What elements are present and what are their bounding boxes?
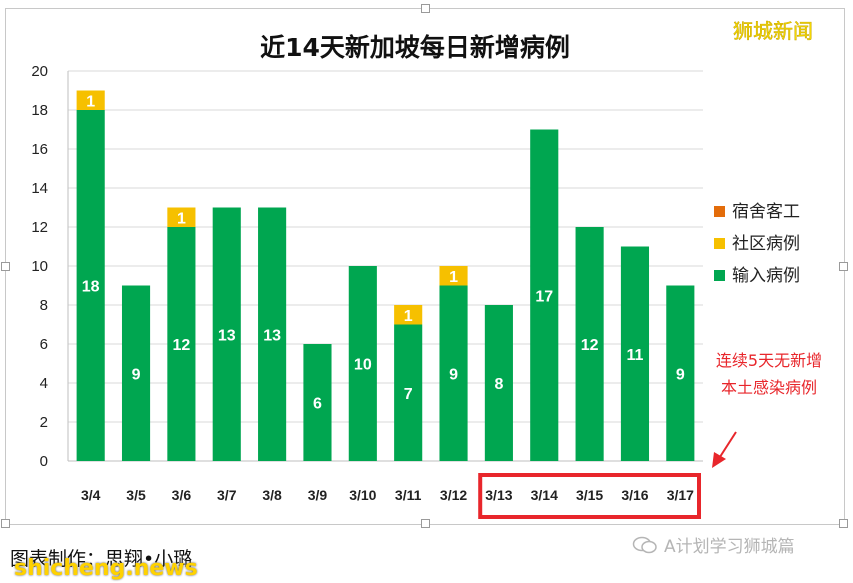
- data-label: 10: [354, 357, 372, 374]
- bar-segment: [167, 207, 196, 227]
- x-tick-label: 3/4: [81, 487, 101, 503]
- data-label: 8: [494, 376, 503, 393]
- x-tick-label: 3/14: [531, 487, 558, 503]
- y-tick-label: 10: [31, 258, 48, 275]
- resize-handle[interactable]: [839, 519, 848, 528]
- x-tick-label: 3/8: [262, 487, 282, 503]
- bar-segment: [212, 207, 241, 461]
- annotation-text: 连续5天无新增: [716, 351, 822, 370]
- highlight-box: [478, 473, 702, 519]
- wechat-account: A计划学习狮城篇: [632, 532, 795, 557]
- chart-credit: 图表制作：思翔•小璐: [10, 548, 193, 570]
- y-tick-label: 20: [31, 63, 48, 80]
- bar-segment: [394, 305, 423, 325]
- chart-title: 近14天新加坡每日新增病例: [260, 33, 570, 62]
- bar-segment: [348, 266, 377, 461]
- x-tick-label: 3/6: [172, 487, 192, 503]
- bar-segment: [121, 285, 151, 461]
- legend-swatch: [714, 270, 725, 281]
- data-label: 18: [82, 279, 100, 296]
- bar-segment: [620, 246, 650, 461]
- data-label: 1: [449, 269, 458, 286]
- x-tick-label: 3/10: [349, 487, 376, 503]
- legend-swatch: [714, 238, 725, 249]
- y-tick-label: 4: [40, 375, 48, 392]
- wechat-account-name: A计划学习狮城篇: [664, 537, 795, 557]
- bar-segment: [258, 207, 287, 461]
- legend-label: 宿舍客工: [732, 202, 800, 222]
- data-label: 13: [218, 327, 236, 344]
- y-tick-label: 8: [40, 297, 48, 314]
- data-label: 13: [263, 327, 281, 344]
- watermark-text: 狮城新闻: [733, 19, 813, 43]
- bar-segment: [439, 266, 468, 286]
- data-label: 6: [313, 396, 322, 413]
- y-tick-label: 16: [31, 141, 48, 158]
- y-tick-label: 12: [31, 219, 48, 236]
- wechat-icon: [632, 536, 657, 553]
- bar-segment: [76, 90, 105, 110]
- bar-segment: [394, 324, 423, 461]
- x-tick-label: 3/12: [440, 487, 467, 503]
- legend-label: 输入病例: [732, 266, 800, 286]
- y-tick-label: 0: [40, 453, 48, 470]
- bar-segment: [167, 227, 196, 461]
- data-label: 12: [172, 337, 190, 354]
- data-label: 17: [535, 288, 553, 305]
- arrow-head: [712, 452, 726, 468]
- bar-segment: [76, 110, 105, 461]
- x-tick-label: 3/5: [126, 487, 146, 503]
- resize-handle[interactable]: [421, 519, 430, 528]
- resize-handle[interactable]: [1, 262, 10, 271]
- x-tick-label: 3/11: [395, 487, 422, 503]
- data-label: 7: [404, 386, 413, 403]
- data-label: 1: [177, 210, 186, 227]
- bar-segment: [439, 285, 468, 461]
- resize-handle[interactable]: [421, 4, 430, 13]
- data-label: 1: [86, 93, 95, 110]
- data-label: 12: [581, 337, 599, 354]
- legend-label: 社区病例: [732, 234, 800, 254]
- x-axis: 3/4 3/5 3/6 3/7 3/8 3/9 3/10 3/11 3/12 3/13 3/14 3/…: [81, 487, 694, 503]
- data-label: 1: [404, 308, 413, 325]
- bar-segment: [666, 285, 695, 461]
- x-tick-label: 3/15: [576, 487, 603, 503]
- resize-handle[interactable]: [1, 519, 10, 528]
- y-tick-label: 6: [40, 336, 48, 353]
- bar-segment: [575, 227, 604, 461]
- site-watermark: shicheng.news: [14, 556, 198, 581]
- data-label: 11: [627, 347, 644, 364]
- y-tick-label: 2: [40, 414, 48, 431]
- arrow-shaft: [717, 431, 737, 461]
- x-tick-label: 3/17: [667, 487, 694, 503]
- x-tick-label: 3/7: [217, 487, 237, 503]
- gridlines: [68, 70, 703, 462]
- legend-swatch: [714, 206, 725, 217]
- x-tick-label: 3/13: [485, 487, 512, 503]
- bar-segment: [530, 129, 559, 461]
- bar-segment: [303, 344, 332, 461]
- annotation-text: 本土感染病例: [721, 378, 817, 397]
- x-tick-label: 3/9: [308, 487, 328, 503]
- y-tick-label: 14: [31, 180, 48, 197]
- data-label: 9: [676, 366, 685, 383]
- y-tick-label: 18: [31, 102, 48, 119]
- x-tick-label: 3/16: [621, 487, 648, 503]
- resize-handle[interactable]: [839, 262, 848, 271]
- data-label: 9: [132, 366, 141, 383]
- bar-segment: [484, 305, 513, 461]
- data-label: 9: [449, 366, 458, 383]
